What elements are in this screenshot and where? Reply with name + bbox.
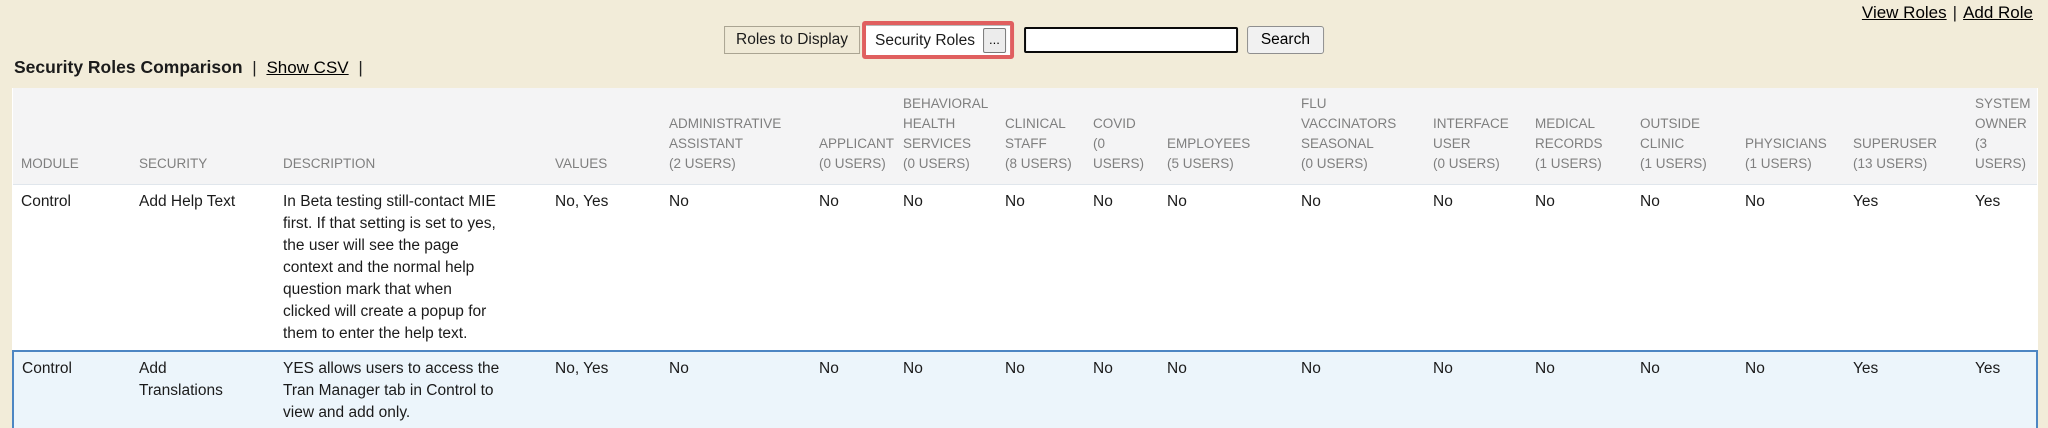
cell-role-value: No bbox=[1535, 193, 1555, 210]
column-header-applicant: APPLICANT (0 USERS) bbox=[811, 88, 895, 185]
comparison-table-container: MODULE SECURITY DESCRIPTION VALUES ADMIN… bbox=[12, 88, 2038, 428]
cell-role-value: No bbox=[661, 350, 811, 428]
cell-role-value: No bbox=[1745, 193, 1765, 210]
show-csv-link[interactable]: Show CSV bbox=[266, 58, 349, 77]
cell-role-value: Yes bbox=[1967, 350, 2038, 428]
cell-role-value: No bbox=[1301, 193, 1321, 210]
cell-role-value: Yes bbox=[1845, 350, 1967, 428]
column-header-description: DESCRIPTION bbox=[275, 88, 547, 185]
cell-role-value: No bbox=[1640, 193, 1660, 210]
cell-role-value: No bbox=[669, 193, 689, 210]
cell-role-value: No bbox=[811, 350, 895, 428]
page-title: Security Roles Comparison bbox=[14, 57, 243, 77]
roles-filter-value: Security Roles bbox=[875, 31, 975, 49]
column-header-flu-vaccinators-seasonal: FLU VACCINATORS SEASONAL (0 USERS) bbox=[1293, 88, 1425, 185]
roles-toolbar: Roles to Display Security Roles ... Sear… bbox=[724, 21, 1324, 59]
table-row-highlighted: Control Add Translations YES allows user… bbox=[12, 350, 2038, 428]
column-header-outside-clinic: OUTSIDE CLINIC (1 USERS) bbox=[1632, 88, 1737, 185]
cell-role-value: Yes bbox=[1975, 193, 2001, 210]
cell-description: YES allows users to access the Tran Mana… bbox=[275, 350, 547, 428]
cell-module: Control bbox=[12, 350, 131, 428]
cell-description: In Beta testing still-contact MIE first.… bbox=[283, 193, 496, 342]
cell-security: Add Translations bbox=[131, 350, 275, 428]
cell-role-value: No bbox=[1159, 350, 1293, 428]
security-roles-comparison-table: MODULE SECURITY DESCRIPTION VALUES ADMIN… bbox=[12, 88, 2038, 428]
column-header-system-owner: SYSTEM OWNER (3 USERS) bbox=[1967, 88, 2037, 185]
column-header-physicians: PHYSICIANS (1 USERS) bbox=[1737, 88, 1845, 185]
cell-role-value: No bbox=[1085, 350, 1159, 428]
cell-role-value: No bbox=[1737, 350, 1845, 428]
cell-role-value: Yes bbox=[1853, 193, 1879, 210]
cell-role-value: No bbox=[819, 193, 839, 210]
column-header-security: SECURITY bbox=[131, 88, 275, 185]
cell-role-value: No bbox=[1005, 193, 1025, 210]
roles-filter-highlight-box: Security Roles ... bbox=[862, 21, 1014, 59]
roles-to-display-label: Roles to Display bbox=[724, 26, 861, 54]
cell-role-value: No bbox=[903, 193, 923, 210]
table-row: Control Add Help Text In Beta testing st… bbox=[13, 185, 2037, 352]
cell-module: Control bbox=[21, 193, 71, 210]
cell-role-value: No bbox=[1093, 193, 1113, 210]
cell-values: No, Yes bbox=[555, 193, 609, 210]
column-header-behavioral-health-services: BEHAVIORAL HEALTH SERVICES (0 USERS) bbox=[895, 88, 997, 185]
search-button[interactable]: Search bbox=[1246, 26, 1324, 54]
cell-role-value: No bbox=[895, 350, 997, 428]
column-header-values: VALUES bbox=[547, 88, 661, 185]
cell-role-value: No bbox=[1433, 193, 1453, 210]
link-separator: | bbox=[1952, 3, 1958, 22]
cell-values: No, Yes bbox=[547, 350, 661, 428]
cell-role-value: No bbox=[997, 350, 1085, 428]
column-header-module: MODULE bbox=[13, 88, 131, 185]
title-separator: | bbox=[358, 58, 363, 77]
column-header-employees: EMPLOYEES (5 USERS) bbox=[1159, 88, 1293, 185]
column-header-interface-user: INTERFACE USER (0 USERS) bbox=[1425, 88, 1527, 185]
cell-role-value: No bbox=[1167, 193, 1187, 210]
column-header-medical-records: MEDICAL RECORDS (1 USERS) bbox=[1527, 88, 1632, 185]
column-header-clinical-staff: CLINICAL STAFF (8 USERS) bbox=[997, 88, 1085, 185]
header-links: View Roles | Add Role bbox=[1862, 3, 2033, 23]
view-roles-link[interactable]: View Roles bbox=[1861, 3, 1947, 22]
cell-role-value: No bbox=[1527, 350, 1632, 428]
cell-role-value: No bbox=[1425, 350, 1527, 428]
table-header-row: MODULE SECURITY DESCRIPTION VALUES ADMIN… bbox=[13, 88, 2037, 185]
title-separator: | bbox=[252, 58, 257, 77]
column-header-administrative-assistant: ADMINISTRATIVE ASSISTANT (2 USERS) bbox=[661, 88, 811, 185]
add-role-link[interactable]: Add Role bbox=[1963, 3, 2033, 22]
cell-security: Add Help Text bbox=[139, 193, 236, 210]
cell-role-value: No bbox=[1632, 350, 1737, 428]
column-header-covid: COVID (0 USERS) bbox=[1085, 88, 1159, 185]
column-header-superuser: SUPERUSER (13 USERS) bbox=[1845, 88, 1967, 185]
search-input[interactable] bbox=[1023, 27, 1238, 53]
title-bar: Security Roles Comparison | Show CSV | bbox=[14, 57, 368, 78]
cell-role-value: No bbox=[1293, 350, 1425, 428]
browse-roles-button[interactable]: ... bbox=[982, 28, 1006, 53]
roles-filter-field[interactable]: Security Roles ... bbox=[866, 25, 1010, 55]
